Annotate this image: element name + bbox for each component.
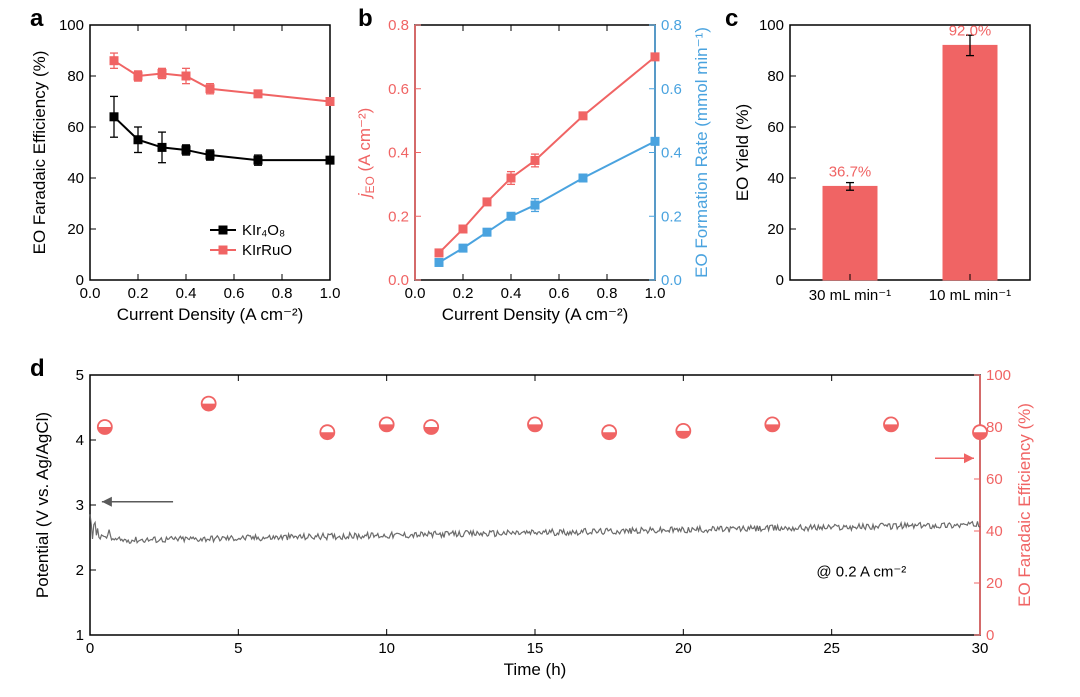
- svg-text:100: 100: [759, 17, 784, 34]
- panel-label-a: a: [30, 5, 43, 33]
- panel-label-d: d: [30, 355, 45, 383]
- svg-text:80: 80: [986, 419, 1003, 436]
- svg-text:1.0: 1.0: [320, 285, 341, 302]
- svg-text:0.2: 0.2: [661, 208, 682, 225]
- svg-text:10: 10: [378, 640, 395, 657]
- svg-text:0.4: 0.4: [176, 285, 197, 302]
- svg-text:0.8: 0.8: [597, 285, 618, 302]
- svg-text:0.0: 0.0: [661, 272, 682, 289]
- svg-text:Time (h): Time (h): [504, 660, 567, 679]
- svg-text:0.2: 0.2: [388, 208, 409, 225]
- svg-text:0.6: 0.6: [388, 81, 409, 98]
- svg-text:0.0: 0.0: [388, 272, 409, 289]
- svg-text:EO Faradaic Efficiency (%): EO Faradaic Efficiency (%): [1015, 403, 1034, 607]
- svg-text:100: 100: [59, 17, 84, 34]
- figure-svg: 0.00.20.40.60.81.0020406080100Current De…: [0, 0, 1080, 697]
- svg-text:30 mL min⁻¹: 30 mL min⁻¹: [809, 287, 891, 304]
- svg-text:0: 0: [986, 627, 994, 644]
- svg-text:5: 5: [234, 640, 242, 657]
- svg-text:0.8: 0.8: [272, 285, 293, 302]
- svg-text:80: 80: [767, 68, 784, 85]
- svg-text:EO Formation Rate (mmol min⁻¹): EO Formation Rate (mmol min⁻¹): [692, 27, 711, 278]
- svg-text:Potential (V vs. Ag/AgCl): Potential (V vs. Ag/AgCl): [33, 412, 52, 598]
- svg-text:0.8: 0.8: [388, 17, 409, 34]
- svg-text:36.7%: 36.7%: [829, 163, 872, 180]
- svg-text:0.4: 0.4: [661, 145, 682, 162]
- svg-text:0: 0: [86, 640, 94, 657]
- svg-text:0.4: 0.4: [501, 285, 522, 302]
- svg-text:EO Faradaic Efficiency (%): EO Faradaic Efficiency (%): [30, 51, 49, 255]
- svg-text:jEO (A cm⁻²): jEO (A cm⁻²): [355, 108, 377, 200]
- svg-text:40: 40: [767, 170, 784, 187]
- svg-text:10 mL min⁻¹: 10 mL min⁻¹: [929, 287, 1011, 304]
- svg-text:0.2: 0.2: [128, 285, 149, 302]
- svg-text:Current Density (A cm⁻²): Current Density (A cm⁻²): [442, 305, 629, 324]
- svg-text:15: 15: [527, 640, 544, 657]
- svg-text:0.2: 0.2: [453, 285, 474, 302]
- svg-text:20: 20: [675, 640, 692, 657]
- svg-text:20: 20: [67, 221, 84, 238]
- svg-text:40: 40: [986, 523, 1003, 540]
- svg-text:4: 4: [76, 432, 84, 449]
- svg-text:20: 20: [767, 221, 784, 238]
- svg-text:60: 60: [767, 119, 784, 136]
- svg-text:0.8: 0.8: [661, 17, 682, 34]
- svg-text:0.6: 0.6: [549, 285, 570, 302]
- svg-text:Current Density (A cm⁻²): Current Density (A cm⁻²): [117, 305, 304, 324]
- svg-text:0: 0: [76, 272, 84, 289]
- panel-label-c: c: [725, 5, 738, 33]
- svg-text:1: 1: [76, 627, 84, 644]
- svg-text:80: 80: [67, 68, 84, 85]
- svg-text:KIrRuO: KIrRuO: [242, 242, 292, 259]
- svg-text:20: 20: [986, 575, 1003, 592]
- svg-text:0.6: 0.6: [224, 285, 245, 302]
- svg-text:@ 0.2 A cm⁻²: @ 0.2 A cm⁻²: [816, 564, 906, 581]
- panel-label-b: b: [358, 5, 373, 33]
- svg-text:60: 60: [67, 119, 84, 136]
- svg-text:60: 60: [986, 471, 1003, 488]
- svg-text:40: 40: [67, 170, 84, 187]
- svg-text:0.4: 0.4: [388, 145, 409, 162]
- svg-text:92.0%: 92.0%: [949, 22, 992, 39]
- svg-text:5: 5: [76, 367, 84, 384]
- svg-text:0.6: 0.6: [661, 81, 682, 98]
- svg-text:EO Yield (%): EO Yield (%): [733, 104, 752, 201]
- svg-text:3: 3: [76, 497, 84, 514]
- svg-text:0: 0: [776, 272, 784, 289]
- svg-text:KIr₄O₈: KIr₄O₈: [242, 222, 285, 239]
- svg-text:25: 25: [823, 640, 840, 657]
- svg-text:2: 2: [76, 562, 84, 579]
- svg-text:100: 100: [986, 367, 1011, 384]
